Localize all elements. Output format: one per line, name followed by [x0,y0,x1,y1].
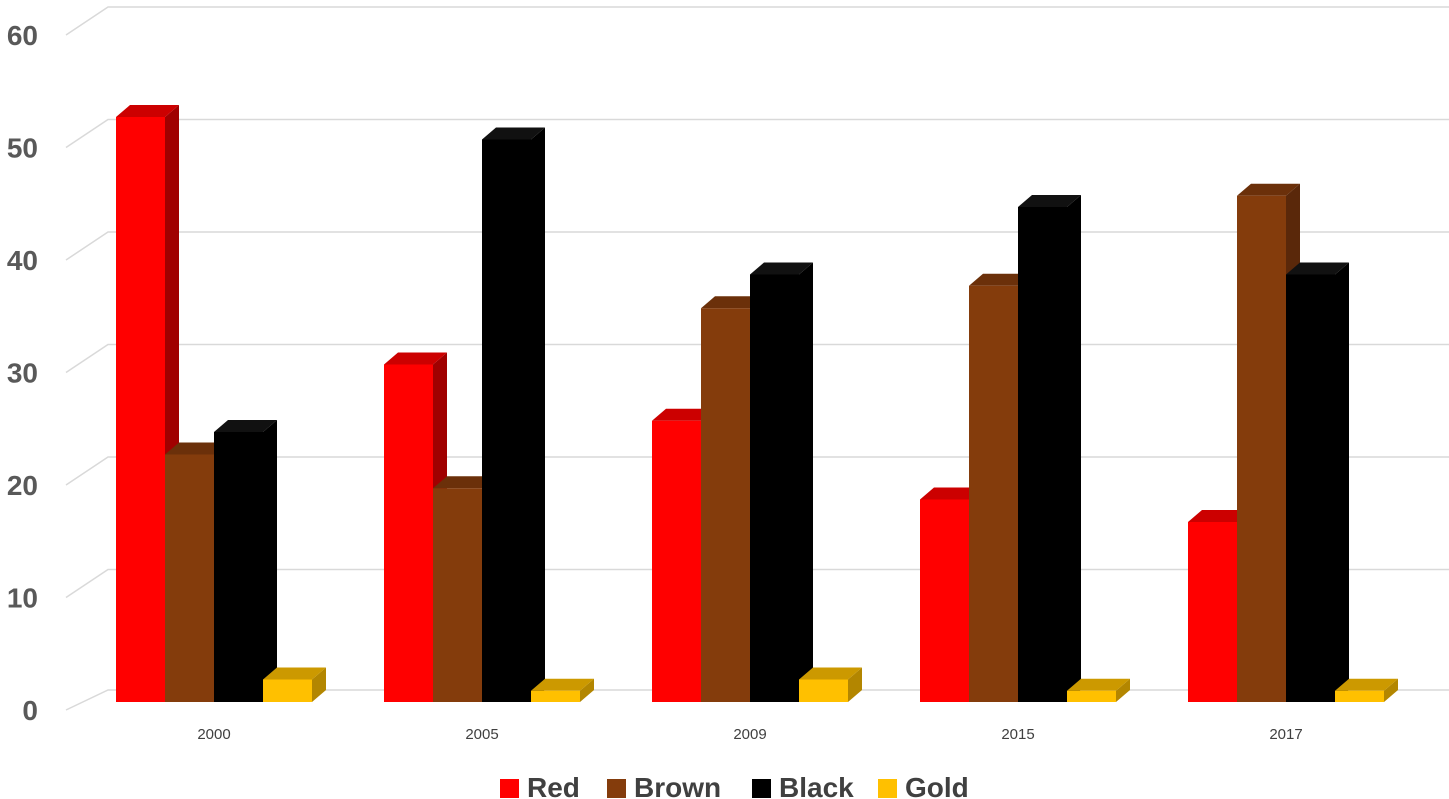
legend-swatch [500,779,519,798]
x-tick-label: 2009 [733,726,766,743]
gridline [65,231,1449,261]
y-axis-ticks: 0 10 20 30 40 50 60 [7,20,38,726]
legend-label: Gold [905,772,969,799]
bar-gold-2009 [799,667,862,702]
x-tick-label: 2015 [1001,726,1034,743]
bars [116,105,1398,702]
x-axis-ticks: 2000 2005 2009 2015 2017 [197,726,1302,743]
legend-swatch [878,779,897,798]
bar-gold-2017 [1335,678,1398,702]
legend-item-gold: Gold [878,772,969,799]
y-tick-label: 60 [7,20,38,51]
bar-black-2017 [1286,262,1349,702]
bar-black-2015 [1018,195,1081,702]
y-tick-label: 0 [22,695,38,726]
legend: Red Brown Black Gold [500,772,969,799]
bar-black-2000 [214,420,277,702]
gridline [65,118,1449,149]
bar-black-2005 [482,127,545,702]
bar-gold-2005 [531,678,594,702]
y-tick-label: 40 [7,245,38,276]
y-tick-label: 20 [7,470,38,501]
legend-label: Black [779,772,854,799]
y-tick-label: 10 [7,583,38,614]
bar-black-2009 [750,262,813,702]
legend-item-red: Red [500,772,580,799]
x-tick-label: 2000 [197,726,230,743]
bar-gold-2000 [263,667,326,702]
legend-label: Red [527,772,580,799]
gridline [65,6,1449,36]
legend-label: Brown [634,772,721,799]
bar-gold-2015 [1067,678,1130,702]
gridlines [65,6,1449,711]
y-tick-label: 30 [7,358,38,389]
x-tick-label: 2005 [465,726,498,743]
legend-item-black: Black [752,772,854,799]
y-tick-label: 50 [7,133,38,164]
legend-item-brown: Brown [607,772,721,799]
legend-swatch [607,779,626,798]
legend-swatch [752,779,771,798]
x-tick-label: 2017 [1269,726,1302,743]
